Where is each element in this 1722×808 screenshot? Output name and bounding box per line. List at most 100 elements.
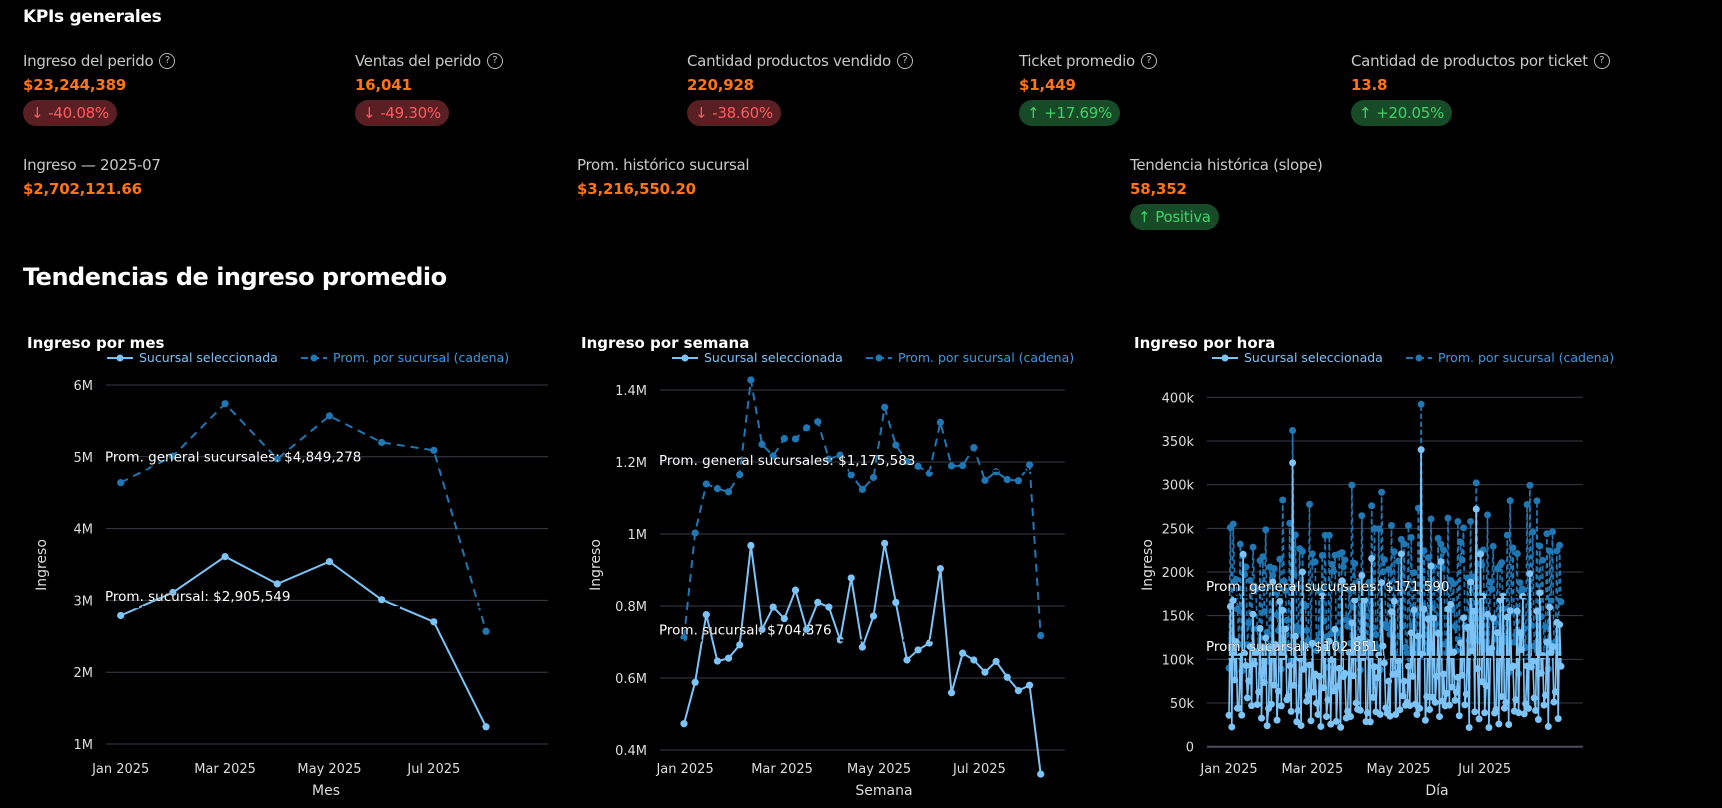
y-tick-label: 0.6M xyxy=(615,672,647,687)
chain-data-point xyxy=(1400,540,1408,548)
selected-data-point xyxy=(1341,669,1349,677)
selected-data-point xyxy=(1255,688,1263,696)
chain-data-point xyxy=(1355,577,1363,585)
selected-data-point xyxy=(1404,662,1412,670)
series-chain-line xyxy=(120,402,487,632)
selected-data-point xyxy=(1386,712,1394,720)
chain-data-point xyxy=(1003,476,1011,484)
chain-data-point xyxy=(1390,548,1398,556)
selected-data-point xyxy=(858,643,866,651)
chain-data-point xyxy=(1410,569,1418,577)
chain-data-point xyxy=(1431,621,1439,629)
selected-data-point xyxy=(1484,610,1492,618)
kpi-card: Cantidad productos vendido? 220,928 ↓ -38.6… xyxy=(687,52,913,126)
chart-legend: Sucursal seleccionada Prom. por sucursal … xyxy=(107,350,509,365)
chain-data-point xyxy=(1345,585,1353,593)
kpi-label-text: Ticket promedio xyxy=(1019,52,1135,70)
chain-data-point xyxy=(1503,531,1511,539)
selected-data-point xyxy=(1549,643,1557,651)
selected-data-point xyxy=(1303,697,1311,705)
selected-data-point xyxy=(1241,649,1249,657)
selected-data-point xyxy=(1395,657,1403,665)
selected-data-point xyxy=(1348,619,1356,627)
selected-data-point xyxy=(1485,723,1493,731)
y-axis-label: Ingreso xyxy=(1140,539,1156,591)
selected-data-point xyxy=(1530,694,1538,702)
y-tick-label: 400k xyxy=(1162,391,1195,406)
kpi-value: 58,352 xyxy=(1130,180,1187,198)
help-circle-icon[interactable]: ? xyxy=(486,53,503,69)
chain-data-point xyxy=(1233,605,1241,613)
help-circle-icon[interactable]: ? xyxy=(1140,53,1157,69)
selected-data-point xyxy=(1356,706,1364,714)
selected-data-point xyxy=(1297,722,1305,730)
chain-data-point xyxy=(1529,528,1537,536)
kpi-value: 13.8 xyxy=(1351,76,1388,94)
y-tick-label: 250k xyxy=(1162,522,1195,537)
arrow-up-icon: ↑ xyxy=(1027,104,1040,122)
selected-data-point xyxy=(1335,664,1343,672)
legend-selected-label: Sucursal seleccionada xyxy=(139,350,278,365)
kpi-label-text: Ventas del perido xyxy=(355,52,481,70)
selected-data-point xyxy=(1458,671,1466,679)
selected-data-point xyxy=(1392,711,1400,719)
selected-data-point xyxy=(1465,723,1473,731)
x-tick-label: Jul 2025 xyxy=(406,762,460,777)
delta-badge: ↓ -38.60% xyxy=(687,100,781,126)
kpi-card: Cantidad de productos por ticket? 13.8 ↑ +2… xyxy=(1351,52,1610,126)
help-circle-icon[interactable]: ? xyxy=(159,53,176,69)
selected-data-point xyxy=(713,657,722,665)
selected-data-point xyxy=(1291,632,1299,640)
y-tick-label: 1.2M xyxy=(615,456,647,471)
y-tick-label: 200k xyxy=(1162,566,1195,581)
chain-data-point xyxy=(1375,525,1383,533)
selected-data-point xyxy=(1226,603,1234,611)
chain-data-point xyxy=(747,376,755,384)
chain-data-point xyxy=(1349,603,1357,611)
y-tick-label: 3M xyxy=(74,594,94,609)
selected-data-point xyxy=(117,611,125,620)
chain-data-point xyxy=(1262,526,1270,534)
help-circle-icon[interactable]: ? xyxy=(1593,53,1610,69)
selected-data-point xyxy=(1543,638,1551,646)
selected-data-point xyxy=(747,541,755,550)
trend-badge: ↑ Positiva xyxy=(1130,204,1219,230)
selected-data-point xyxy=(1468,647,1476,655)
chain-data-point xyxy=(881,403,889,411)
selected-data-point xyxy=(970,656,978,664)
selected-data-point xyxy=(1321,643,1329,651)
selected-data-point xyxy=(1481,709,1489,717)
x-axis-label: Mes xyxy=(312,783,340,799)
selected-data-point xyxy=(1411,700,1419,708)
selected-data-point xyxy=(1263,722,1271,730)
chain-data-point xyxy=(1325,531,1333,539)
selected-data-point xyxy=(1301,642,1309,650)
chain-data-point xyxy=(1516,579,1524,587)
selected-data-point xyxy=(1238,711,1246,719)
selected-data-point xyxy=(881,539,889,547)
arrow-up-icon: ↑ xyxy=(1359,104,1372,122)
selected-data-point xyxy=(1516,629,1524,637)
chain-data-point xyxy=(1252,585,1260,593)
selected-data-point xyxy=(1421,716,1429,724)
x-tick-label: Jan 2025 xyxy=(655,762,713,777)
selected-data-point xyxy=(1358,572,1366,580)
chain-data-point xyxy=(736,471,744,479)
selected-data-point xyxy=(325,558,334,566)
selected-data-point xyxy=(1424,615,1432,623)
trend-badge-wrap: ↑ Positiva xyxy=(1130,204,1323,230)
selected-data-point xyxy=(1529,657,1537,665)
help-circle-icon[interactable]: ? xyxy=(896,53,913,69)
chain-data-point xyxy=(1283,616,1291,624)
chain-data-point xyxy=(836,451,844,459)
selected-data-point xyxy=(1361,596,1369,604)
kpi-card: Tendencia histórica (slope) 58,352 ↑ Positi… xyxy=(1130,156,1323,230)
chain-data-point xyxy=(1249,543,1257,551)
selected-data-point xyxy=(1499,592,1507,600)
selected-data-point xyxy=(1368,555,1376,563)
y-tick-label: 1.4M xyxy=(615,384,647,399)
x-tick-label: Jul 2025 xyxy=(1457,762,1511,777)
kpi-label-text: Cantidad productos vendido xyxy=(687,52,891,70)
chain-data-point xyxy=(959,462,967,470)
selected-data-point xyxy=(1267,700,1275,708)
